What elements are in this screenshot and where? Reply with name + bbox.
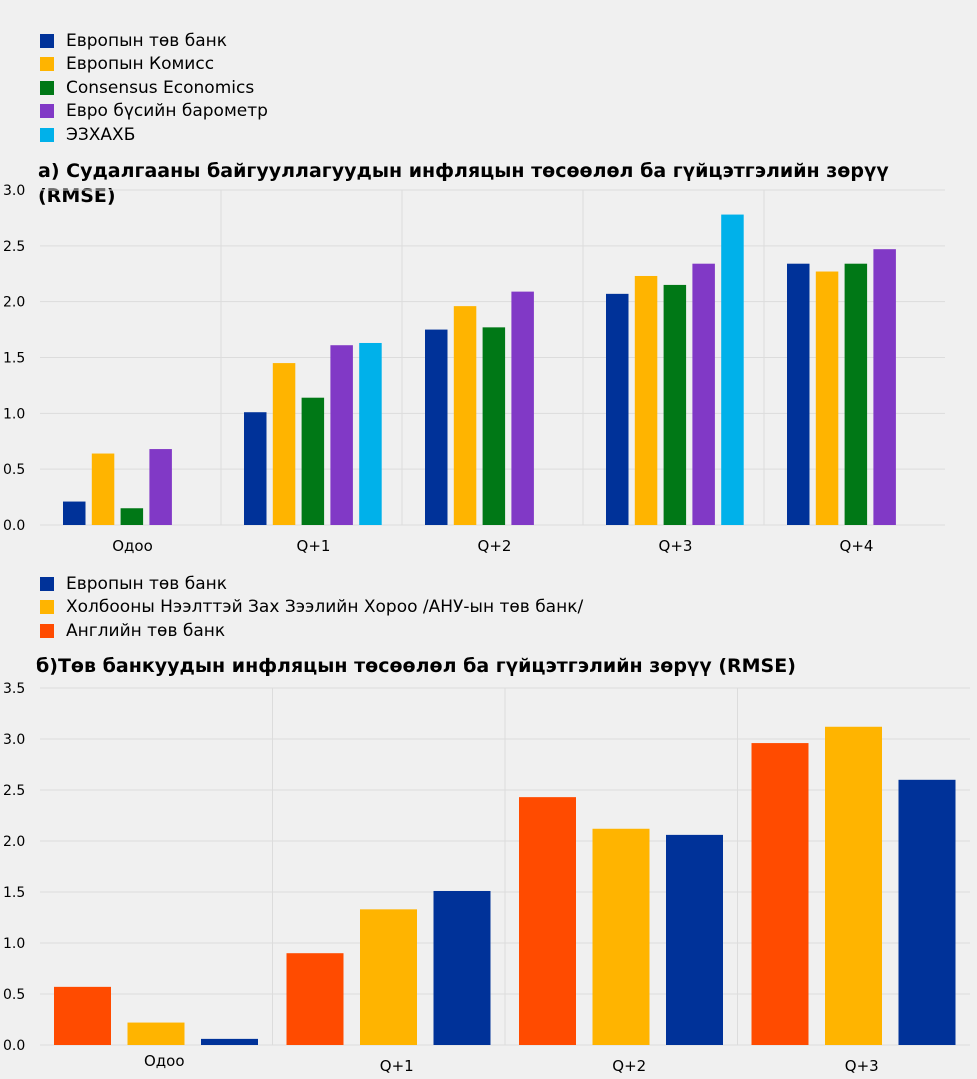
x-category-label: Q+4 (840, 537, 874, 555)
chart-a: 0.0 0.5 1.0 1.5 2.0 2.5 3.0 Одоо Q+1 Q+2 Q+3 Q+4 (3, 183, 945, 555)
x-category-label: Q+3 (845, 1057, 879, 1075)
legend-b: Европын төв банк Холбооны Нээлттэй Зах З… (40, 572, 583, 643)
bar (54, 986, 111, 1045)
legend-swatch (40, 33, 54, 48)
legend-label: Английн төв банк (66, 620, 226, 641)
y-tick-label: 0.5 (3, 987, 25, 1003)
x-category-label: Q+2 (612, 1057, 646, 1075)
legend-item-boe: Английн төв банк (40, 619, 583, 643)
y-tick-label: 0.0 (3, 518, 25, 534)
y-tick-label: 2.0 (3, 295, 25, 311)
bar (453, 306, 477, 525)
x-category-label: Q+3 (659, 537, 693, 555)
legend-label: Европын Комисс (66, 54, 215, 75)
bar (244, 412, 267, 525)
y-tick-label: 1.0 (3, 936, 25, 952)
legend-item-ec: Европын Комисс (40, 53, 268, 77)
bar (330, 345, 353, 525)
x-category-label: Q+1 (380, 1057, 414, 1075)
legend-swatch (40, 576, 54, 591)
y-tick-label: 3.0 (3, 732, 25, 748)
bar (634, 275, 658, 525)
bar (127, 1022, 185, 1045)
bar (482, 327, 506, 525)
bar (286, 953, 344, 1045)
y-tick-label: 3.0 (3, 183, 25, 199)
bar (63, 501, 86, 525)
bar (360, 909, 417, 1045)
bar (663, 284, 687, 525)
y-tick-label: 1.5 (3, 885, 25, 901)
y-tick-label: 0.5 (3, 462, 25, 478)
legend-label: Европын төв банк (66, 30, 228, 51)
legend-a: Европын төв банк Европын Комисс Consensu… (40, 29, 268, 147)
y-tick-label: 0.0 (3, 1038, 25, 1054)
x-category-label: Q+2 (478, 537, 512, 555)
y-tick-label: 2.5 (3, 783, 25, 799)
x-category-label: Q+1 (297, 537, 331, 555)
y-tick-label: 3.5 (3, 681, 25, 697)
bar (787, 263, 810, 525)
bar (511, 291, 534, 525)
bar (519, 797, 576, 1045)
bar (301, 397, 325, 525)
legend-label: Европын төв банк (66, 573, 228, 594)
bar (272, 363, 296, 525)
legend-item-barometer: Евро бүсийн барометр (40, 100, 268, 124)
y-tick-label: 1.0 (3, 406, 25, 422)
bar (120, 508, 144, 525)
bar (425, 329, 448, 525)
bar (844, 263, 868, 525)
legend-item-ecb: Европын төв банк (40, 572, 583, 596)
legend-label: Consensus Economics (66, 77, 255, 98)
bar (751, 743, 809, 1045)
x-category-label: Одоо (112, 537, 153, 555)
legend-label: Евро бүсийн барометр (66, 101, 268, 122)
bar (898, 779, 956, 1045)
bar (815, 271, 839, 525)
bar (692, 263, 715, 525)
x-category-label: Одоо (144, 1052, 185, 1070)
bar (666, 834, 723, 1045)
bar (592, 828, 650, 1045)
legend-item-fomc: Холбооны Нээлттэй Зах Зээлийн Хороо /АНУ… (40, 596, 583, 620)
bar (873, 249, 896, 525)
bar (825, 726, 882, 1045)
bar (201, 1038, 258, 1045)
bar (606, 293, 629, 525)
legend-swatch (40, 104, 54, 119)
legend-swatch (40, 623, 54, 638)
legend-swatch (40, 57, 54, 72)
legend-item-ecb: Европын төв банк (40, 29, 268, 53)
legend-item-consensus: Consensus Economics (40, 76, 268, 100)
chart-b-title: б)Төв банкуудын инфляцын төсөөлөл ба гүй… (36, 655, 796, 677)
bar (433, 890, 491, 1045)
bar (149, 449, 172, 525)
legend-swatch (40, 80, 54, 95)
bar (359, 342, 382, 525)
bar (721, 214, 744, 526)
bar (91, 453, 115, 525)
y-tick-label: 2.5 (3, 239, 25, 255)
legend-label: ЭЗХАХБ (66, 124, 136, 145)
y-tick-label: 2.0 (3, 834, 25, 850)
legend-label: Холбооны Нээлттэй Зах Зээлийн Хороо /АНУ… (66, 597, 584, 618)
legend-swatch (40, 127, 54, 142)
legend-swatch (40, 600, 54, 615)
legend-item-oecd: ЭЗХАХБ (40, 123, 268, 147)
y-tick-label: 1.5 (3, 351, 25, 367)
